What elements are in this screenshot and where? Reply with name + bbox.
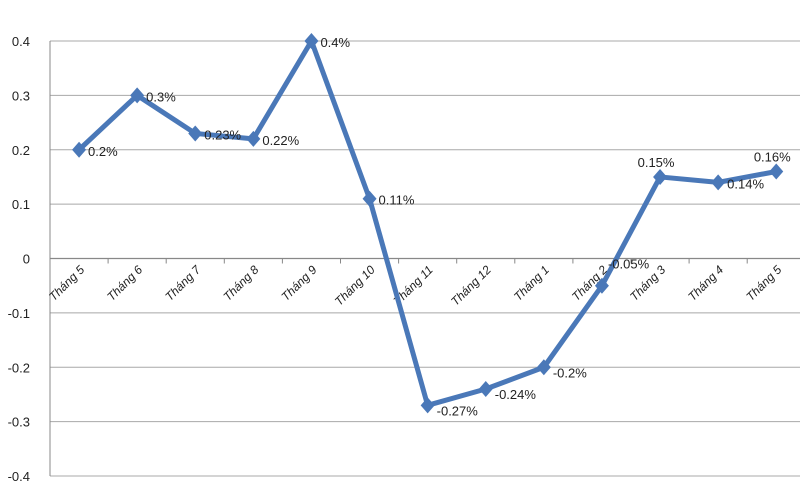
- data-label: 0.22%: [262, 133, 299, 148]
- data-point-marker: [130, 87, 145, 104]
- data-point-marker: [653, 168, 668, 185]
- data-label: 0.16%: [754, 150, 791, 165]
- x-tick-label: Tháng 12: [448, 262, 494, 308]
- y-tick-label: 0.1: [12, 197, 30, 212]
- data-label: 0.3%: [146, 89, 176, 104]
- data-label: -0.2%: [553, 365, 587, 380]
- data-point-marker: [769, 163, 784, 180]
- y-tick-label: 0.2: [12, 143, 30, 158]
- data-point-marker: [536, 359, 551, 376]
- y-tick-label: 0.3: [12, 88, 30, 103]
- y-tick-label: -0.3: [8, 415, 30, 430]
- x-tick-label: Tháng 8: [220, 263, 261, 304]
- data-label: -0.24%: [495, 387, 537, 402]
- data-point-marker: [72, 141, 87, 158]
- data-label: 0.2%: [88, 144, 118, 159]
- data-label: 0.15%: [638, 155, 675, 170]
- x-tick-label: Tháng 1: [511, 263, 552, 304]
- y-tick-label: 0.4: [12, 34, 30, 49]
- data-point-marker: [304, 33, 319, 49]
- data-point-marker: [478, 381, 493, 397]
- data-point-marker: [711, 174, 726, 191]
- data-label: 0.23%: [204, 127, 241, 142]
- x-tick-label: Tháng 6: [104, 263, 145, 304]
- x-tick-label: Tháng 9: [279, 263, 320, 304]
- x-tick-label: Tháng 5: [743, 263, 784, 304]
- y-tick-label: -0.1: [8, 306, 30, 321]
- x-tick-label: Tháng 10: [332, 262, 378, 308]
- data-point-marker: [246, 130, 261, 147]
- y-tick-label: 0: [23, 252, 30, 267]
- x-tick-label: Tháng 5: [46, 263, 87, 304]
- data-point-marker: [594, 277, 609, 294]
- data-label: 0.14%: [727, 176, 764, 191]
- y-tick-label: -0.2: [8, 360, 30, 375]
- data-label: 0.11%: [379, 193, 415, 208]
- data-label: 0.4%: [320, 35, 350, 50]
- data-label: -0.27%: [437, 403, 479, 418]
- x-tick-label: Tháng 7: [162, 262, 204, 304]
- y-tick-label: -0.4: [8, 469, 30, 484]
- data-point-marker: [188, 125, 203, 142]
- data-label: -0.05%: [608, 257, 650, 272]
- data-point-marker: [420, 397, 435, 414]
- x-tick-label: Tháng 4: [685, 263, 726, 304]
- data-point-marker: [362, 190, 377, 207]
